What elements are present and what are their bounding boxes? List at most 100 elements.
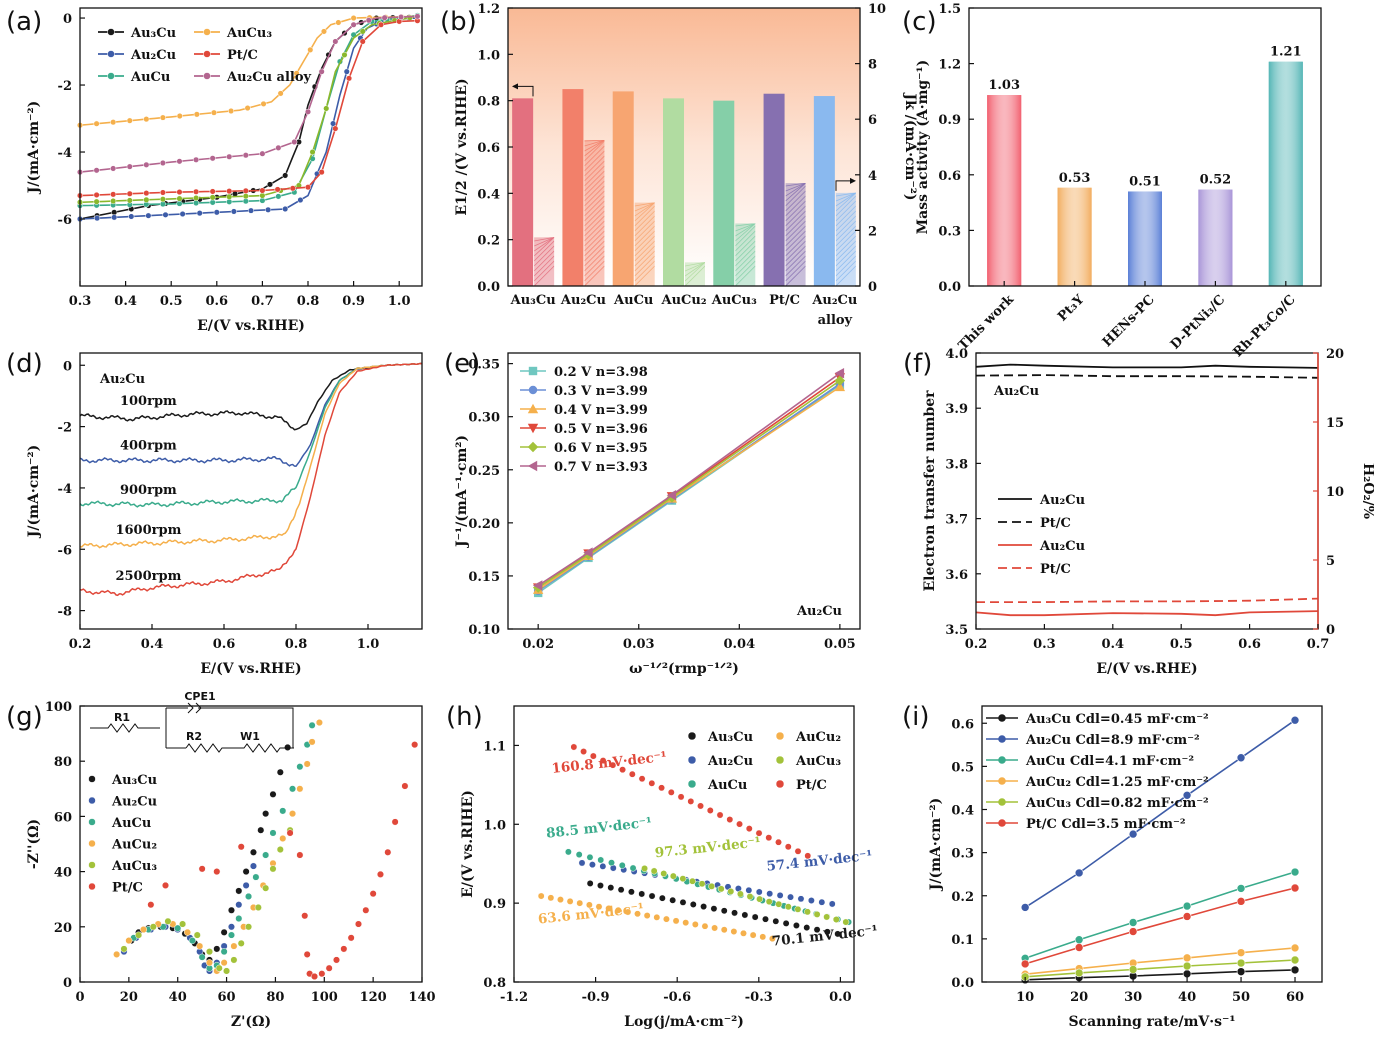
series-line [79,15,418,173]
y-tick-label: 0.30 [468,411,500,426]
data-point [614,906,622,914]
data-point [828,900,836,908]
data-point [583,547,593,558]
series-2 [975,610,1319,617]
series-line [79,19,418,197]
bar-hatch [584,225,605,247]
data-point [205,959,214,967]
data-point [1236,753,1246,763]
data-point [677,793,685,801]
legend-marker [107,72,115,80]
data-point [755,888,763,896]
legend-marker [775,731,785,741]
bar-hatch [785,185,806,207]
series-line [537,372,841,587]
series-line [1025,947,1296,975]
data-point [242,187,249,194]
data-point [1074,868,1084,878]
legend-marker [527,423,539,434]
data-point [782,919,790,927]
data-point [237,843,245,851]
x-tick-label: 60 [1286,990,1304,1005]
x-tick-label: 0.6 [213,637,236,652]
bar-hatch [634,202,655,207]
bar-hatch [835,230,856,252]
data-point [269,790,277,798]
data-point [249,848,257,856]
bar-hatch [634,220,655,242]
series-1 [1020,715,1300,912]
data-point [1290,867,1300,877]
data-point [759,933,767,941]
x-axis-label: E/(V vs.RHE) [200,661,301,677]
bar-hatch [735,225,756,247]
data-point [227,931,236,939]
data-point [660,870,668,878]
data-point [226,188,233,195]
data-point [1236,958,1246,968]
series-6 [76,13,421,176]
data-point [1128,829,1138,839]
y-tick-label: 0 [63,12,72,27]
series-line [79,14,418,207]
data-point [259,150,266,157]
y-tick-label: 0.20 [468,517,500,532]
data-point [762,915,769,923]
data-point [293,70,300,77]
y-tick-label: -8 [58,605,72,620]
bar-hatch [735,223,756,242]
bar-hatch [634,260,655,282]
bar-e-half [763,93,785,286]
panel-label: (i) [902,702,930,732]
bar-hatch [735,223,756,227]
data-point [619,766,627,774]
data-point [318,68,325,75]
data-point [161,881,170,889]
data-point [813,910,821,918]
x-axis-label: Scanning rate/mV·s⁻¹ [1068,1014,1235,1030]
curve-label: 400rpm [120,439,177,454]
x-tick-label: 1.0 [357,637,380,652]
bar-hatch [584,200,605,222]
data-point [235,887,243,895]
legend-label: AuCu₂ Cdl=1.25 mF·cm⁻² [1025,775,1209,790]
panel-b: (b) Au₃Cu Au₂Cu AuCu AuCu₂ AuCu₃ Pt/C Au₂Cu allo… [440,2,918,328]
series-line [975,610,1319,617]
x-tick-label: 0.4 [1101,637,1124,652]
bar-hatch [534,245,555,267]
bar-hatch [634,265,655,287]
data-point [209,155,216,162]
data-point [269,865,277,873]
data-point [766,890,774,898]
series-line [1024,719,1296,909]
data-point [210,109,217,116]
legend-label: AuCu Cdl=4.1 mF·cm⁻² [1025,754,1194,769]
series-3 [976,597,1319,603]
legend-label: Au₂Cu [111,795,157,810]
data-point [1020,903,1030,912]
bar-hatch [785,225,806,247]
series-line [975,374,1319,379]
legend-label: Pt/C [1040,516,1071,531]
data-point [765,898,773,906]
y-axis-label: J/(mA·cm⁻²) [26,101,42,195]
series-3 [537,892,776,943]
legend-marker [88,775,96,783]
data-point [350,21,357,28]
data-point [727,887,735,895]
data-point [359,28,366,35]
bar-hatch [534,237,555,242]
legend-label: AuCu₃ [111,859,157,874]
series-0 [586,879,842,938]
data-point [701,922,709,930]
bar-hatch [584,255,605,277]
data-point [159,189,166,196]
data-point [589,752,597,760]
data-point [731,909,738,917]
slope-annotation: 160.8 mV·dec⁻¹ [551,749,668,777]
data-point [700,903,708,911]
y-tick-label: 1.2 [477,2,500,17]
series-4 [76,17,421,199]
x-tick-label: 0.2 [69,637,92,652]
bar-group-1 [562,89,605,286]
